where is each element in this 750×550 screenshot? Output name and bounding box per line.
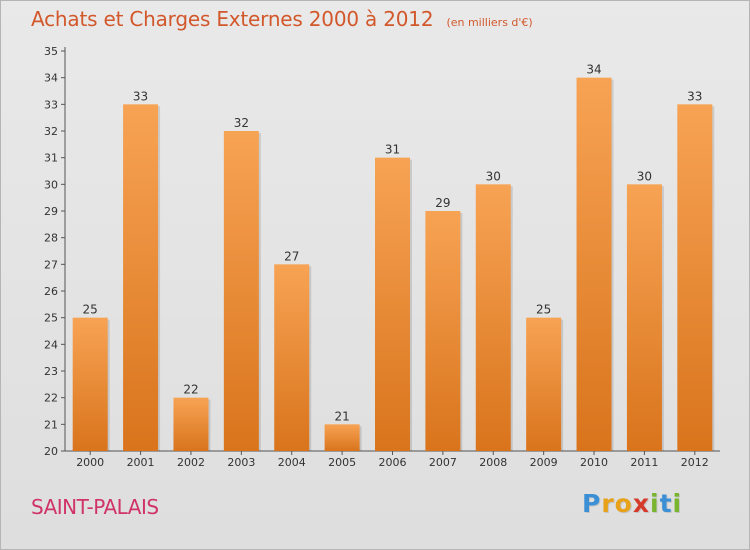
bar-2004: [274, 264, 310, 451]
data-label: 29: [435, 196, 450, 210]
data-label: 25: [536, 303, 551, 317]
bar-2009: [526, 317, 562, 451]
x-tick-label: 2003: [227, 456, 255, 469]
x-tick-label: 2001: [127, 456, 155, 469]
x-tick-label: 2010: [580, 456, 608, 469]
logo-letter: r: [601, 489, 615, 518]
logo-letter: t: [659, 489, 673, 518]
y-tick-label: 28: [44, 232, 58, 245]
bar-2012: [677, 104, 713, 451]
bar-2001: [123, 104, 159, 451]
logo-letter: i: [672, 489, 683, 518]
y-tick-label: 23: [44, 365, 58, 378]
bar-2003: [223, 131, 259, 451]
chart-title: Achats et Charges Externes 2000 à 2012: [31, 7, 434, 31]
axes: 20 21 22 23 24 25 26 27 28 29 30 31 32 33 34 35 2000 2001…: [44, 45, 720, 469]
y-tick-label: 24: [44, 338, 58, 351]
x-tick-label: 2006: [379, 456, 407, 469]
data-labels: 25 33 22 32 27 21 31 29 30 25 34 30 33: [83, 63, 703, 424]
bar-2010: [576, 77, 612, 452]
y-tick-label: 35: [44, 45, 58, 58]
x-tick-label: 2000: [76, 456, 104, 469]
bar-2008: [475, 184, 511, 452]
bar-2002: [173, 397, 209, 451]
data-label: 34: [586, 63, 601, 77]
x-tick-label: 2011: [630, 456, 658, 469]
commune-name: SAINT-PALAIS: [31, 495, 159, 519]
data-label: 27: [284, 249, 299, 263]
data-label: 33: [687, 89, 702, 103]
x-tick-label: 2008: [479, 456, 507, 469]
y-tick-label: 34: [44, 72, 58, 85]
x-tick-label: 2004: [278, 456, 306, 469]
y-tick-label: 20: [44, 445, 58, 458]
data-label: 31: [385, 143, 400, 157]
bar-2011: [626, 184, 662, 452]
y-tick-label: 29: [44, 205, 58, 218]
x-tick-label: 2012: [681, 456, 709, 469]
x-tick-label: 2002: [177, 456, 205, 469]
y-tick-label: 27: [44, 258, 58, 271]
bar-2000: [72, 317, 108, 451]
bar-2005: [324, 424, 360, 451]
data-label: 32: [234, 116, 249, 130]
y-tick-label: 22: [44, 392, 58, 405]
logo-letter: i: [650, 489, 660, 518]
x-tick-label: 2009: [530, 456, 558, 469]
y-tick-label: 31: [44, 152, 58, 165]
chart-unit-label: (en milliers d'€): [446, 16, 533, 29]
data-label: 25: [83, 303, 98, 317]
y-tick-label: 26: [44, 285, 58, 298]
title-row: Achats et Charges Externes 2000 à 2012 (…: [31, 7, 533, 31]
bar-2007: [425, 211, 461, 451]
data-label: 30: [486, 169, 501, 183]
data-label: 30: [637, 169, 652, 183]
y-tick-label: 25: [44, 312, 58, 325]
proxiti-logo[interactable]: Proxiti: [582, 489, 682, 518]
data-label: 33: [133, 89, 148, 103]
x-tick-label: 2007: [429, 456, 457, 469]
data-label: 22: [183, 383, 198, 397]
bar-2006: [375, 157, 410, 451]
y-tick-label: 32: [44, 125, 58, 138]
y-tick-label: 30: [44, 178, 58, 191]
logo-letter: x: [632, 489, 650, 518]
bars: [72, 77, 715, 452]
logo-letter: P: [582, 489, 602, 518]
x-tick-label: 2005: [328, 456, 356, 469]
data-label: 21: [334, 409, 349, 423]
y-tick-label: 21: [44, 418, 58, 431]
y-tick-label: 33: [44, 98, 58, 111]
logo-letter: o: [614, 489, 633, 518]
